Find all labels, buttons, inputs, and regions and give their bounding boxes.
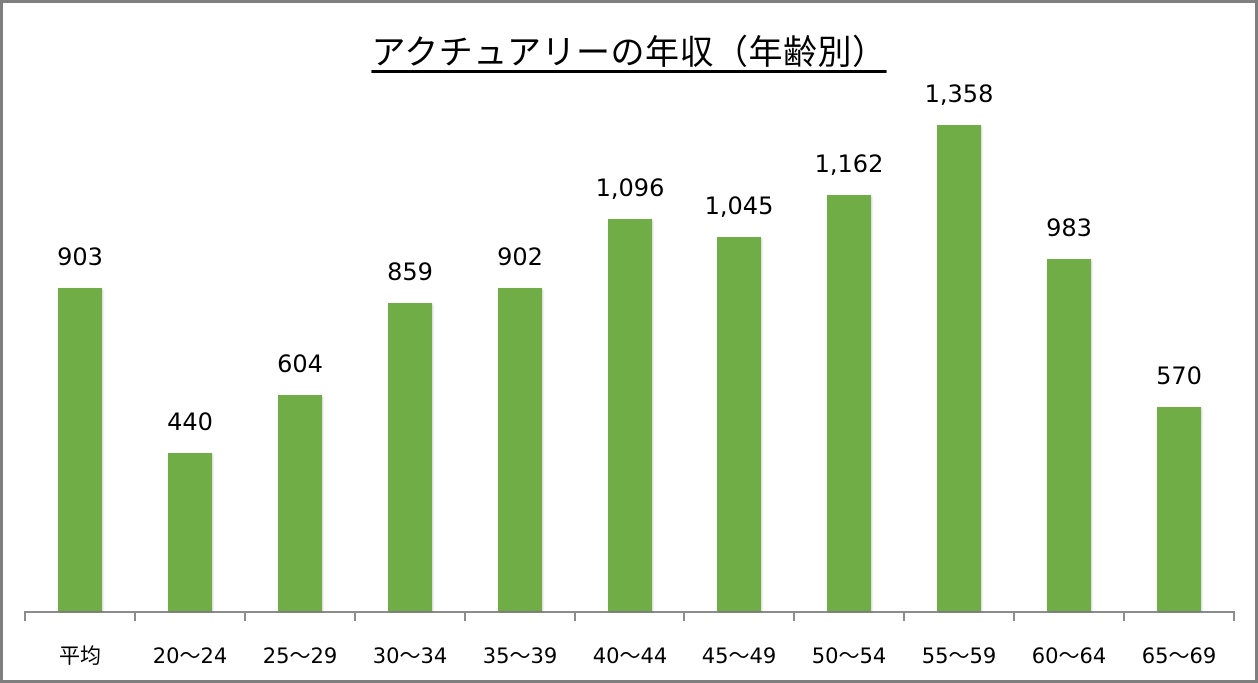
- data-label: 1,358: [924, 80, 994, 108]
- data-label: 902: [497, 243, 543, 271]
- chart-title-text: アクチュアリーの年収（年齢別）: [371, 33, 887, 73]
- x-axis-tick: [354, 611, 356, 621]
- bar: [1047, 259, 1091, 611]
- bar: [58, 288, 102, 611]
- x-axis-tick: [24, 611, 26, 621]
- x-axis-category-label: 55〜59: [921, 644, 997, 668]
- bar: [608, 219, 652, 611]
- bar: [1157, 407, 1201, 611]
- data-label: 983: [1046, 214, 1092, 242]
- x-axis-tick: [134, 611, 136, 621]
- x-axis-category-label: 50〜54: [811, 644, 887, 668]
- bar: [937, 125, 981, 611]
- x-axis-tick: [244, 611, 246, 621]
- bar: [278, 395, 322, 611]
- data-label: 1,162: [814, 150, 884, 178]
- x-axis-category-label: 20〜24: [152, 644, 228, 668]
- x-axis-tick: [1123, 611, 1125, 621]
- bar: [827, 195, 871, 611]
- data-label: 1,096: [595, 174, 665, 202]
- x-axis-category-label: 65〜69: [1141, 644, 1217, 668]
- plot-area: 903 平均 440 20〜24 604 25〜29 859 30〜34 902 35〜39 1,0…: [3, 3, 1255, 680]
- x-axis-tick: [683, 611, 685, 621]
- x-axis-tick: [464, 611, 466, 621]
- x-axis-category-label: 平均: [59, 644, 101, 668]
- bar: [498, 288, 542, 611]
- data-label: 903: [57, 243, 103, 271]
- bar: [168, 453, 212, 611]
- bar: [388, 303, 432, 611]
- x-axis-tick: [903, 611, 905, 621]
- x-axis-tick: [574, 611, 576, 621]
- chart-title: アクチュアリーの年収（年齢別）: [3, 25, 1255, 74]
- x-axis-tick: [793, 611, 795, 621]
- data-label: 1,045: [704, 192, 774, 220]
- x-axis-tick: [1013, 611, 1015, 621]
- data-label: 570: [1156, 362, 1202, 390]
- x-axis-category-label: 35〜39: [482, 644, 558, 668]
- x-axis-line: [25, 611, 1233, 613]
- data-label: 859: [387, 258, 433, 286]
- x-axis-category-label: 25〜29: [262, 644, 338, 668]
- data-label: 440: [167, 408, 213, 436]
- x-axis-category-label: 30〜34: [372, 644, 448, 668]
- data-label: 604: [277, 350, 323, 378]
- x-axis-category-label: 45〜49: [701, 644, 777, 668]
- bar: [717, 237, 761, 611]
- x-axis-category-label: 40〜44: [592, 644, 668, 668]
- x-axis-tick: [1233, 611, 1235, 621]
- x-axis-category-label: 60〜64: [1031, 644, 1107, 668]
